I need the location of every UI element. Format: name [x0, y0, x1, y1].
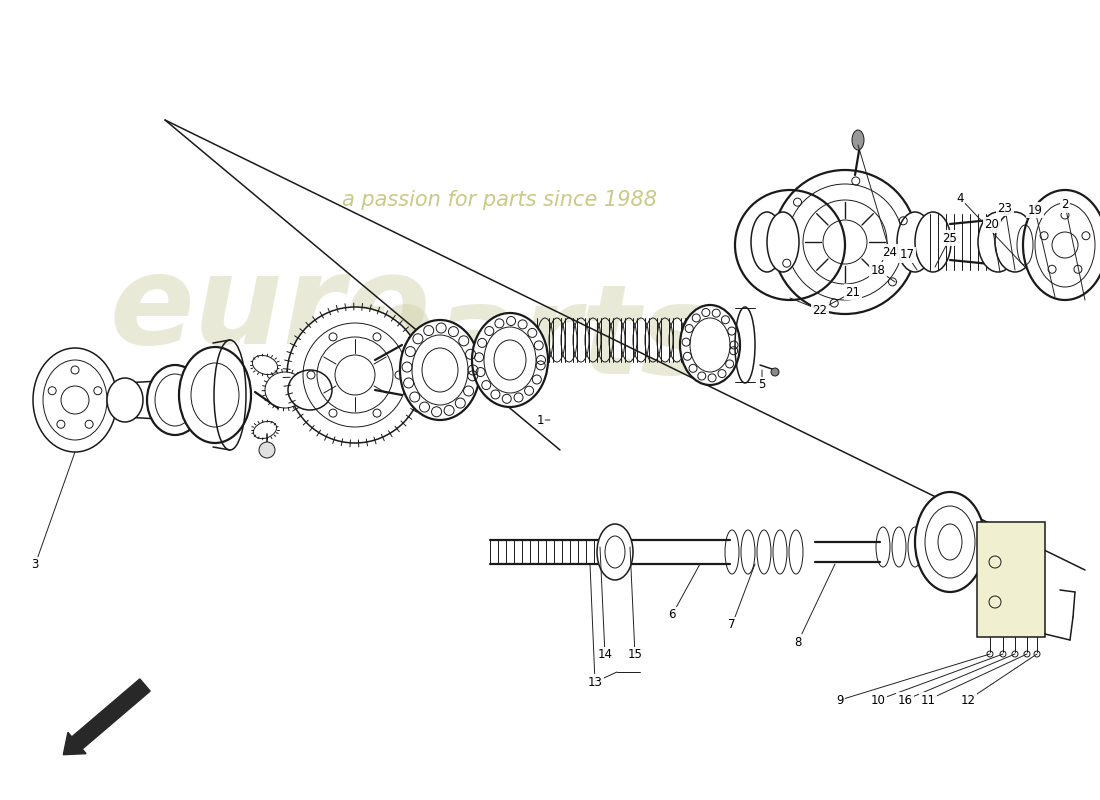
Ellipse shape	[147, 365, 204, 435]
Ellipse shape	[73, 375, 113, 425]
Text: 20: 20	[984, 218, 1000, 231]
Ellipse shape	[179, 347, 251, 443]
Ellipse shape	[288, 370, 332, 410]
Ellipse shape	[751, 212, 783, 272]
Text: 4: 4	[956, 191, 964, 205]
Ellipse shape	[265, 372, 305, 408]
Text: 21: 21	[846, 286, 860, 298]
Text: 14: 14	[597, 649, 613, 662]
Ellipse shape	[680, 305, 740, 385]
Ellipse shape	[107, 378, 143, 422]
Text: 19: 19	[1027, 203, 1043, 217]
Circle shape	[287, 307, 424, 443]
Text: 17: 17	[900, 249, 914, 262]
Text: 10: 10	[870, 694, 886, 706]
Text: 18: 18	[870, 263, 886, 277]
Text: 11: 11	[921, 694, 935, 706]
Circle shape	[773, 170, 917, 314]
Text: 25: 25	[943, 231, 957, 245]
Text: 22: 22	[813, 303, 827, 317]
Text: 5: 5	[758, 378, 766, 391]
Ellipse shape	[996, 212, 1035, 272]
Text: 23: 23	[998, 202, 1012, 214]
Text: 13: 13	[587, 675, 603, 689]
Text: a passion for parts since 1988: a passion for parts since 1988	[342, 190, 658, 210]
Bar	[977, 522, 1045, 637]
Text: 2: 2	[1062, 198, 1069, 211]
Circle shape	[258, 442, 275, 458]
Ellipse shape	[597, 524, 632, 580]
Ellipse shape	[896, 212, 933, 272]
Ellipse shape	[253, 422, 276, 438]
Ellipse shape	[915, 492, 984, 592]
Ellipse shape	[978, 212, 1018, 272]
FancyArrow shape	[64, 679, 151, 754]
Ellipse shape	[252, 355, 277, 374]
Text: 9: 9	[836, 694, 844, 706]
Ellipse shape	[400, 320, 480, 420]
Ellipse shape	[767, 212, 799, 272]
Circle shape	[771, 368, 779, 376]
Text: 12: 12	[960, 694, 976, 706]
Text: 7: 7	[728, 618, 736, 631]
Text: 6: 6	[669, 609, 675, 622]
Ellipse shape	[915, 212, 952, 272]
Text: 24: 24	[882, 246, 898, 258]
Text: 1: 1	[537, 414, 543, 426]
Ellipse shape	[1023, 190, 1100, 300]
Ellipse shape	[852, 130, 864, 150]
Text: parts: parts	[345, 279, 715, 401]
Text: 3: 3	[31, 558, 38, 571]
Ellipse shape	[472, 313, 548, 407]
Text: euro: euro	[109, 250, 430, 370]
Text: 8: 8	[794, 635, 802, 649]
Text: 15: 15	[628, 649, 642, 662]
Text: 16: 16	[898, 694, 913, 706]
Ellipse shape	[33, 348, 117, 452]
